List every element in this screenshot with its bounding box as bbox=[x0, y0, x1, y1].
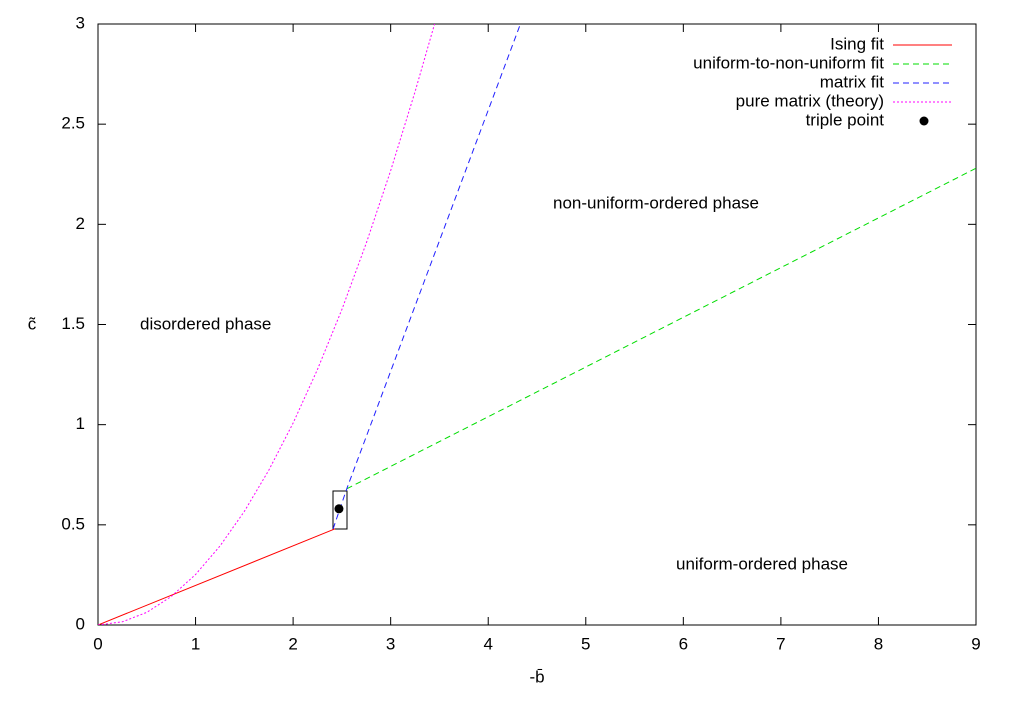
legend-label: Ising fit bbox=[830, 34, 884, 53]
y-tick-label: 0 bbox=[76, 614, 85, 633]
legend-label: triple point bbox=[806, 110, 885, 129]
x-tick-label: 0 bbox=[93, 634, 102, 653]
x-tick-label: 5 bbox=[581, 634, 590, 653]
data-line bbox=[98, 24, 436, 625]
x-tick-label: 1 bbox=[191, 634, 200, 653]
x-axis-label: -b̄ bbox=[529, 667, 544, 686]
data-line bbox=[332, 24, 521, 530]
x-tick-label: 3 bbox=[386, 634, 395, 653]
legend-swatch bbox=[919, 116, 929, 126]
y-tick-label: 0.5 bbox=[61, 514, 85, 533]
legend-label: pure matrix (theory) bbox=[736, 91, 884, 110]
y-tick-label: 2.5 bbox=[61, 114, 85, 133]
y-axis-label: c̃ bbox=[28, 314, 37, 333]
data-line bbox=[346, 167, 976, 490]
x-tick-label: 7 bbox=[776, 634, 785, 653]
y-tick-label: 1 bbox=[76, 414, 85, 433]
legend-label: matrix fit bbox=[820, 72, 885, 91]
highlight-box bbox=[332, 490, 348, 530]
x-tick-label: 8 bbox=[874, 634, 883, 653]
annotation: disordered phase bbox=[140, 314, 271, 333]
data-line bbox=[98, 528, 336, 625]
plot-area bbox=[98, 24, 976, 625]
x-tick-label: 9 bbox=[971, 634, 980, 653]
x-tick-label: 2 bbox=[288, 634, 297, 653]
x-tick-label: 4 bbox=[483, 634, 492, 653]
legend-label: uniform-to-non-uniform fit bbox=[693, 53, 884, 72]
annotation: non-uniform-ordered phase bbox=[553, 193, 759, 212]
x-tick-label: 6 bbox=[679, 634, 688, 653]
y-tick-label: 3 bbox=[76, 13, 85, 32]
annotation: uniform-ordered phase bbox=[676, 554, 848, 573]
y-tick-label: 2 bbox=[76, 214, 85, 233]
y-tick-label: 1.5 bbox=[61, 314, 85, 333]
data-point bbox=[334, 504, 344, 514]
